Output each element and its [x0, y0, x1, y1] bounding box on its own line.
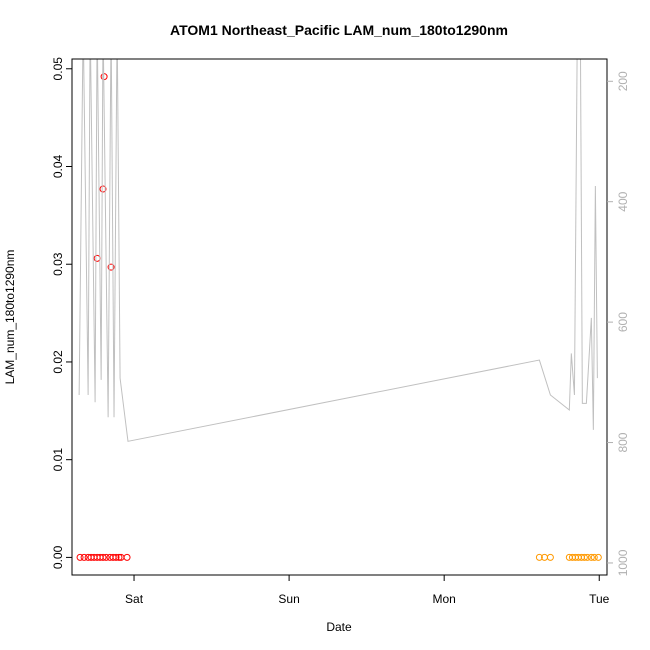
- y2-tick-label: 800: [616, 432, 630, 452]
- y-tick-label: 0.02: [51, 350, 65, 374]
- x-tick-label: Tue: [589, 592, 610, 606]
- point: [535, 553, 543, 561]
- chart-title: ATOM1 Northeast_Pacific LAM_num_180to129…: [170, 22, 508, 38]
- y-tick-label: 0.03: [51, 252, 65, 276]
- y2-tick-label: 200: [616, 71, 630, 91]
- point: [107, 263, 115, 271]
- point: [590, 553, 598, 561]
- point: [123, 553, 131, 561]
- x-tick-label: Sun: [278, 592, 299, 606]
- point: [76, 553, 84, 561]
- y-tick-label: 0.04: [51, 154, 65, 178]
- y-tick-label: 0.01: [51, 448, 65, 472]
- point: [580, 553, 588, 561]
- point: [594, 553, 602, 561]
- point: [99, 185, 107, 193]
- point: [93, 254, 101, 262]
- y2-tick-label: 1000: [616, 549, 630, 576]
- x-tick-label: Sat: [125, 592, 144, 606]
- plot-area: [76, 59, 602, 561]
- point: [80, 553, 88, 561]
- x-axis-label: Date: [326, 620, 352, 634]
- y2-tick-label: 400: [616, 191, 630, 211]
- point: [99, 553, 107, 561]
- point: [115, 553, 123, 561]
- y-tick-label: 0.05: [51, 57, 65, 81]
- y2-tick-label: 600: [616, 312, 630, 332]
- point: [583, 553, 591, 561]
- point: [546, 553, 554, 561]
- point: [587, 553, 595, 561]
- point: [112, 553, 120, 561]
- plot-frame: [71, 58, 608, 576]
- x-tick-label: Mon: [433, 592, 456, 606]
- y-axis-label: LAM_num_180to1290nm: [3, 250, 17, 385]
- point: [102, 553, 110, 561]
- y-tick-label: 0.00: [51, 545, 65, 569]
- line: [78, 59, 598, 442]
